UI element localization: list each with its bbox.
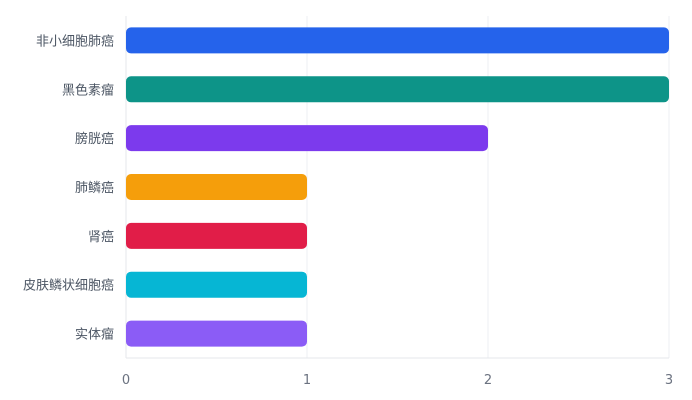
bar[interactable] <box>126 222 307 249</box>
category-label: 膀胱癌 <box>75 131 114 147</box>
bar[interactable] <box>126 174 307 200</box>
x-axis-ticks: 0 1 2 3 <box>122 373 673 388</box>
bar[interactable] <box>126 271 307 298</box>
category-label: 非小细胞肺癌 <box>36 33 114 49</box>
x-tick-label: 2 <box>484 373 492 388</box>
category-label: 实体瘤 <box>75 327 114 343</box>
bar[interactable] <box>126 320 307 347</box>
x-tick-label: 1 <box>303 373 311 388</box>
category-label: 皮肤鳞状细胞癌 <box>23 278 114 294</box>
category-label: 黑色素瘤 <box>62 82 114 98</box>
bar[interactable] <box>126 27 669 54</box>
x-tick-label: 3 <box>665 373 673 388</box>
category-label: 肾癌 <box>88 229 114 245</box>
grid-lines <box>125 16 670 359</box>
bar[interactable] <box>126 76 669 103</box>
category-label: 肺鳞癌 <box>75 180 114 196</box>
x-tick-label: 0 <box>122 373 130 388</box>
bar[interactable] <box>126 125 488 152</box>
bars <box>126 27 669 347</box>
